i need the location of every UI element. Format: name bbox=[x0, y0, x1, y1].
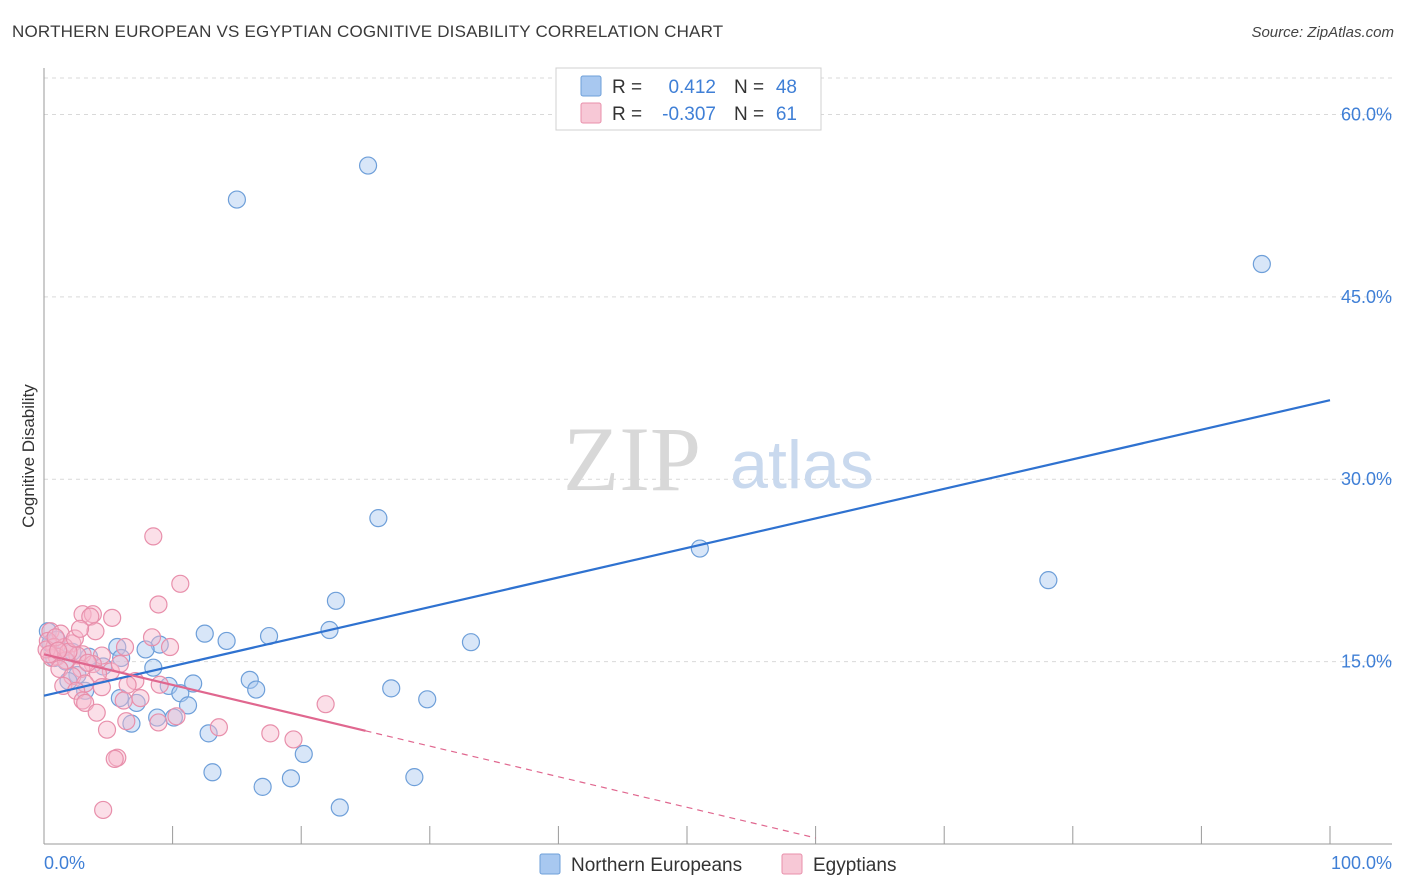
northern-europeans-point-8 bbox=[195, 624, 214, 643]
y-tick-label-2: 45.0% bbox=[1341, 287, 1392, 307]
source-credit: Source: ZipAtlas.com bbox=[1251, 24, 1394, 41]
egyptians-point-1 bbox=[171, 574, 190, 593]
x-tick-label-1: 100.0% bbox=[1331, 853, 1392, 873]
northern-europeans-point-16 bbox=[112, 648, 131, 668]
northern-europeans-point-32 bbox=[178, 696, 198, 715]
egyptians-point-2 bbox=[149, 595, 168, 614]
egyptians-point-51 bbox=[94, 800, 113, 820]
y-tick-label-0: 15.0% bbox=[1341, 652, 1392, 672]
series-legend-label-pink: Egyptians bbox=[813, 855, 896, 876]
egyptians-point-42 bbox=[167, 707, 186, 726]
axes bbox=[43, 68, 1392, 845]
watermark-zip: ZIP bbox=[563, 408, 701, 510]
series-legend: Northern Europeans Egyptians bbox=[539, 853, 896, 876]
egyptians-point-0 bbox=[144, 527, 163, 546]
northern-europeans-point-6 bbox=[326, 591, 346, 610]
northern-europeans-point-22 bbox=[240, 670, 259, 689]
y-axis-label: Cognitive Disability bbox=[19, 384, 38, 528]
legend-r-value-2: -0.307 bbox=[662, 104, 716, 125]
y-tick-label-3: 60.0% bbox=[1341, 104, 1392, 124]
egyptians-point-43 bbox=[117, 712, 136, 731]
legend-n-value-1: 48 bbox=[776, 77, 797, 98]
egyptians-point-40 bbox=[316, 695, 335, 714]
watermark-atlas: atlas bbox=[730, 427, 874, 503]
legend-r-value-1: 0.412 bbox=[668, 77, 716, 98]
y-tick-labels: 15.0% 30.0% 45.0% 60.0% bbox=[1341, 104, 1392, 671]
egyptians-point-16 bbox=[160, 637, 180, 657]
northern-europeans-point-5 bbox=[1039, 571, 1058, 590]
egyptians-point-41 bbox=[87, 703, 106, 722]
northern-europeans-point-19 bbox=[144, 658, 163, 677]
series-legend-swatch-blue bbox=[539, 853, 561, 875]
legend-swatch-pink bbox=[580, 102, 602, 124]
egyptians-point-45 bbox=[209, 718, 228, 737]
northern-europeans-point-37 bbox=[294, 744, 313, 764]
northern-europeans-point-38 bbox=[203, 763, 222, 782]
egyptians-point-53 bbox=[40, 645, 59, 664]
egyptians-point-48 bbox=[284, 730, 303, 749]
trend-lines bbox=[43, 399, 1331, 839]
trend-line-blue bbox=[43, 399, 1331, 697]
egyptians-point-46 bbox=[97, 720, 117, 739]
grid-lines bbox=[44, 77, 1392, 663]
northern-europeans-point-11 bbox=[461, 633, 481, 652]
chart-title: NORTHERN EUROPEAN VS EGYPTIAN COGNITIVE … bbox=[12, 22, 724, 41]
northern-europeans-point-41 bbox=[253, 777, 272, 796]
northern-europeans-point-10 bbox=[217, 631, 236, 651]
northern-europeans-point-3 bbox=[369, 509, 388, 528]
northern-europeans-point-36 bbox=[199, 724, 218, 743]
northern-europeans-point-1 bbox=[227, 190, 246, 209]
northern-europeans-point-39 bbox=[405, 768, 424, 787]
y-tick-label-1: 30.0% bbox=[1341, 469, 1392, 489]
legend-n-value-2: 61 bbox=[776, 104, 797, 125]
northern-europeans-point-42 bbox=[330, 798, 349, 817]
trend-line-pink-solid bbox=[43, 653, 366, 732]
legend-r-label-1: R = bbox=[612, 77, 642, 98]
egyptians-point-47 bbox=[261, 724, 280, 743]
northern-europeans-point-26 bbox=[247, 680, 266, 699]
egyptians-point-37 bbox=[73, 691, 92, 710]
egyptians-point-39 bbox=[76, 693, 95, 713]
egyptians-point-56 bbox=[65, 629, 84, 648]
egyptians-point-38 bbox=[114, 691, 133, 710]
northern-europeans-point-0 bbox=[358, 156, 378, 175]
correlation-legend: R = 0.412 N = 48 R = -0.307 N = 61 bbox=[555, 67, 822, 131]
legend-n-label-1: N = bbox=[734, 77, 764, 98]
trend-line-pink-dashed bbox=[365, 730, 816, 839]
northern-europeans-point-2 bbox=[1252, 254, 1271, 274]
egyptians-point-36 bbox=[131, 688, 150, 708]
egyptians-point-9 bbox=[86, 622, 105, 641]
legend-swatch-blue bbox=[580, 75, 602, 97]
egyptians-point-10 bbox=[142, 628, 162, 647]
series-legend-label-blue: Northern Europeans bbox=[571, 855, 742, 876]
series-legend-swatch-pink bbox=[781, 853, 803, 875]
egyptians-point-44 bbox=[149, 713, 168, 732]
northern-europeans-point-25 bbox=[382, 679, 401, 698]
x-tick-label-0: 0.0% bbox=[44, 853, 85, 873]
northern-europeans-point-40 bbox=[281, 769, 301, 788]
watermark: ZIP atlas bbox=[563, 408, 874, 510]
x-tick-labels: 0.0% 100.0% bbox=[44, 853, 1392, 873]
egyptians-point-15 bbox=[115, 637, 135, 657]
egyptians-point-60 bbox=[70, 619, 90, 638]
egyptians-point-54 bbox=[46, 628, 65, 647]
egyptians-point-32 bbox=[150, 675, 169, 694]
legend-r-label-2: R = bbox=[612, 104, 642, 125]
legend-n-label-2: N = bbox=[734, 104, 764, 125]
egyptians-point-6 bbox=[103, 608, 122, 627]
egyptians-point-50 bbox=[105, 749, 124, 768]
northern-europeans-point-30 bbox=[418, 690, 437, 709]
egyptians-point-59 bbox=[49, 641, 68, 660]
